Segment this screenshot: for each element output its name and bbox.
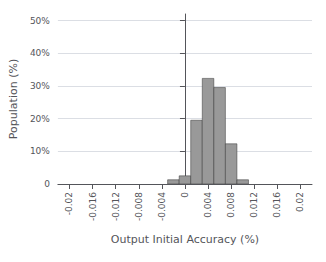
svg-text:0.004: 0.004 [203, 192, 213, 218]
svg-text:50%: 50% [30, 16, 50, 26]
svg-text:Output Initial Accuracy (%): Output Initial Accuracy (%) [111, 233, 259, 246]
svg-text:0.016: 0.016 [272, 192, 282, 218]
svg-text:-0.016: -0.016 [88, 192, 98, 221]
svg-text:0: 0 [44, 179, 50, 189]
svg-text:-0.02: -0.02 [64, 192, 74, 215]
svg-text:0: 0 [180, 192, 190, 198]
svg-text:10%: 10% [30, 146, 50, 156]
svg-text:40%: 40% [30, 48, 50, 58]
svg-text:20%: 20% [30, 114, 50, 124]
svg-text:0.02: 0.02 [295, 192, 305, 212]
svg-text:Population (%): Population (%) [7, 59, 20, 139]
svg-text:0.008: 0.008 [226, 192, 236, 218]
svg-text:-0.004: -0.004 [157, 192, 167, 221]
svg-text:30%: 30% [30, 81, 50, 91]
svg-text:-0.008: -0.008 [134, 192, 144, 221]
svg-text:-0.012: -0.012 [111, 192, 121, 221]
svg-text:0.012: 0.012 [249, 192, 259, 218]
